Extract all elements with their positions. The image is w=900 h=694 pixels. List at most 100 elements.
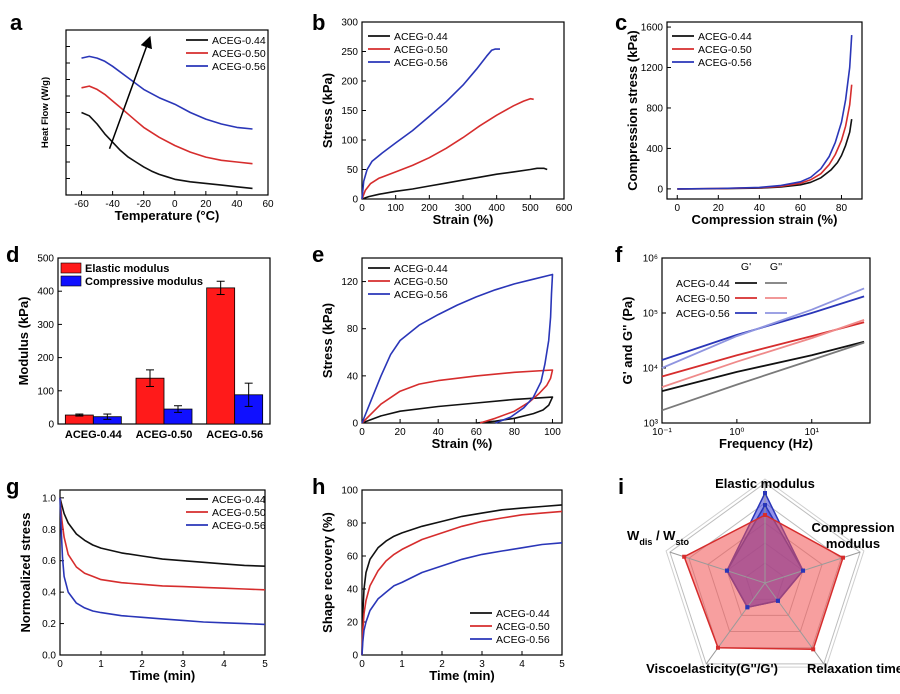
legend-label-h: ACEG-0.50 <box>496 621 550 633</box>
x-tick-label-e: 80 <box>509 427 521 438</box>
plot-frame-g <box>59 489 266 656</box>
panel-label-a: a <box>10 10 23 35</box>
y-tick-label-b: 150 <box>341 106 358 117</box>
y-tick-label-f: 10³ <box>644 419 659 430</box>
plot-frame-f <box>661 257 871 424</box>
y-tick-label-g: 0.4 <box>42 588 56 599</box>
legend-label-d: Elastic modulus <box>85 263 169 275</box>
x-axis-label-g: Time (min) <box>130 668 196 683</box>
series-line-f <box>661 341 865 412</box>
legend-label-f: ACEG-0.50 <box>676 293 730 305</box>
x-tick-label-c: 80 <box>836 203 848 214</box>
y-axis-label-e: Stress (kPa) <box>320 303 335 378</box>
y-tick-label-f: 10⁶ <box>643 254 658 265</box>
series-line-b <box>361 167 548 200</box>
legend-label-a: ACEG-0.50 <box>212 48 266 60</box>
radar-marker-i <box>682 554 687 559</box>
x-tick-label-h: 4 <box>519 659 525 670</box>
x-tick-label-h: 1 <box>399 659 405 670</box>
legend-label-c: ACEG-0.50 <box>698 44 752 56</box>
radar-axis-label-part: dis <box>639 537 652 547</box>
x-tick-label-a: -40 <box>105 199 120 210</box>
radar-marker-i <box>811 647 816 652</box>
radar-axis-label-i: Viscoelasticity(G''/G') <box>646 661 778 676</box>
y-tick-label-e: 120 <box>341 277 358 288</box>
y-tick-label-e: 80 <box>347 324 359 335</box>
series-line-a <box>81 85 253 165</box>
x-tick-label-h: 0 <box>359 659 365 670</box>
series-line-b <box>361 97 534 200</box>
radar-axis-label-part: W <box>627 528 640 543</box>
plot-frame-h <box>361 489 563 656</box>
legend-label-e: ACEG-0.44 <box>394 263 448 275</box>
legend-label-f: ACEG-0.44 <box>676 278 730 290</box>
series-line-h <box>361 510 563 656</box>
x-tick-label-c: 40 <box>754 203 766 214</box>
x-tick-label-h: 3 <box>479 659 485 670</box>
y-tick-label-e: 0 <box>352 419 358 430</box>
x-tick-label-f: 10⁰ <box>729 427 744 438</box>
x-tick-label-a: 60 <box>262 199 274 210</box>
series-line-h <box>361 542 563 656</box>
radar-marker-i <box>840 555 845 560</box>
legend-label-h: ACEG-0.44 <box>496 608 550 620</box>
series-line-g <box>59 497 266 567</box>
y-tick-label-g: 0.2 <box>42 619 56 630</box>
x-tick-label-e: 0 <box>359 427 365 438</box>
legend-swatch-d <box>60 275 82 287</box>
legend-label-f: ACEG-0.56 <box>676 308 730 320</box>
y-tick-label-b: 300 <box>341 18 358 29</box>
x-axis-label-b: Strain (%) <box>433 212 494 227</box>
legend-label-g: ACEG-0.44 <box>212 494 266 506</box>
series-line-f <box>661 340 865 392</box>
series-line-h <box>361 504 563 656</box>
x-tick-label-e: 40 <box>433 427 445 438</box>
y-tick-label-h: 60 <box>347 552 359 563</box>
radar-axis-label-i: Compression <box>811 520 894 535</box>
x-tick-label-g: 0 <box>57 659 63 670</box>
radar-axis-label-i: Relaxation time <box>807 661 900 676</box>
series-line-a <box>81 55 253 130</box>
radar-axis-label-part: sto <box>675 537 689 547</box>
series-line-g <box>59 497 266 591</box>
y-tick-label-g: 0.6 <box>42 556 56 567</box>
radar-marker-i <box>801 568 806 573</box>
y-tick-label-h: 100 <box>341 486 358 497</box>
series-line-f <box>661 319 865 388</box>
y-tick-label-b: 100 <box>341 136 358 147</box>
y-tick-label-c: 1200 <box>641 63 664 74</box>
x-tick-label-e: 60 <box>471 427 483 438</box>
x-tick-label-e: 100 <box>544 427 561 438</box>
y-axis-label-g: Normoalized stress <box>18 513 33 633</box>
radar-marker-i <box>724 568 729 573</box>
x-axis-label-f: Frequency (Hz) <box>719 436 813 451</box>
radar-axis-label-i: modulus <box>826 536 880 551</box>
y-tick-label-h: 80 <box>347 519 359 530</box>
y-axis-label-d: Modulus (kPa) <box>16 297 31 386</box>
x-tick-label-e: 20 <box>395 427 407 438</box>
y-axis-label-c: Compression stress (kPa) <box>625 30 640 190</box>
panel-label-h: h <box>312 474 325 499</box>
y-axis-label-b: Stress (kPa) <box>320 73 335 148</box>
x-tick-label-f: 10⁻¹ <box>652 427 672 438</box>
legend-swatch-d <box>60 262 82 274</box>
y-tick-label-e: 40 <box>347 371 359 382</box>
series-line-e <box>361 396 554 424</box>
y-tick-label-g: 0.8 <box>42 525 56 536</box>
radar-axis-label-part: / W <box>652 528 676 543</box>
series-line-g <box>59 497 266 626</box>
x-tick-label-a: 40 <box>231 199 243 210</box>
plot-frame-c <box>666 21 863 200</box>
x-tick-label-g: 5 <box>262 659 268 670</box>
x-tick-label-b: 100 <box>387 203 404 214</box>
x-tick-label-h: 5 <box>559 659 565 670</box>
plot-frame-e <box>361 257 563 424</box>
x-tick-label-b: 500 <box>522 203 539 214</box>
y-tick-label-d: 0 <box>48 420 54 431</box>
x-axis-label-c: Compression strain (%) <box>692 212 838 227</box>
y-tick-label-f: 10⁵ <box>643 309 658 320</box>
y-tick-label-b: 50 <box>347 165 359 176</box>
legend-header-f: G'' <box>770 261 782 273</box>
y-tick-label-h: 20 <box>347 618 359 629</box>
panel-label-g: g <box>6 474 19 499</box>
